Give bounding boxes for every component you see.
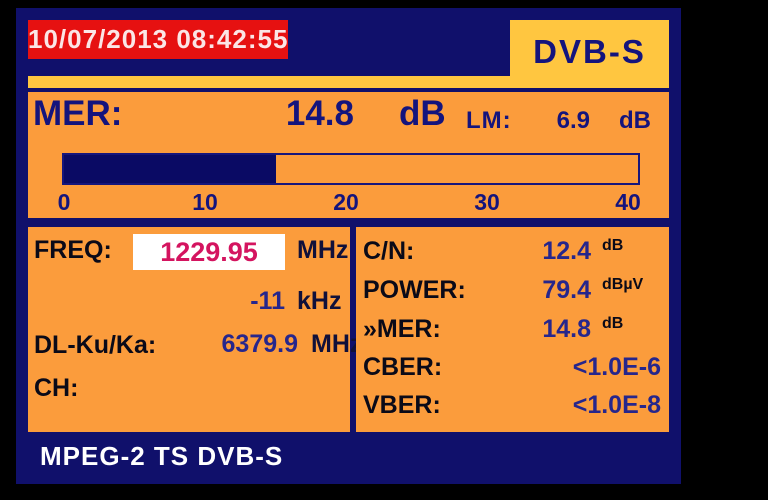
mer-unit: dB (399, 94, 446, 133)
scale-tick-0: 0 (57, 189, 71, 215)
mer-label: MER: (33, 94, 123, 133)
measurement-row-cn: C/N: 12.4 dB (356, 237, 669, 269)
datetime-badge: 10/07/2013 08:42:55 (28, 20, 288, 59)
downlink-unit: MHz (311, 330, 363, 358)
mer-bar-gauge (62, 153, 640, 185)
power-label: POWER: (363, 276, 466, 304)
vber-label: VBER: (363, 391, 441, 419)
mer2-value: 14.8 (542, 315, 591, 343)
mer-bar-fill (64, 155, 277, 183)
frequency-offset-value: -11 (250, 287, 285, 315)
mer2-label: »MER: (363, 315, 441, 343)
frequency-unit: MHz (297, 236, 349, 264)
lm-label: LM: (466, 107, 512, 134)
mer-value: 14.8 (285, 94, 354, 133)
frequency-input[interactable]: 1229.95 (133, 234, 285, 270)
scale-tick-10: 10 (192, 189, 218, 215)
measurements-panel: C/N: 12.4 dB POWER: 79.4 dBµV »MER: 14.8… (356, 227, 669, 432)
lm-value: 6.9 (556, 107, 590, 134)
downlink-value: 6379.9 (221, 330, 298, 358)
cn-value: 12.4 (542, 237, 591, 265)
tuning-panel: FREQ: 1229.95 MHz -11 kHz DL-Ku/Ka: 6379… (28, 227, 362, 432)
stream-status-text: MPEG-2 TS DVB-S (40, 441, 284, 471)
vber-value: <1.0E-8 (572, 391, 661, 419)
channel-label: CH: (34, 374, 79, 402)
measurement-row-mer: »MER: 14.8 dB (356, 315, 669, 347)
downlink-label: DL-Ku/Ka: (34, 331, 157, 359)
mer-panel: MER: 14.8 dB LM: 6.9 dB 0 10 20 30 40 (28, 92, 669, 218)
frequency-label: FREQ: (34, 236, 112, 264)
power-value: 79.4 (542, 276, 591, 304)
frequency-offset-unit: kHz (297, 287, 342, 315)
cn-label: C/N: (363, 237, 415, 265)
display-frame: 10/07/2013 08:42:55 DVB-S MER: 14.8 dB L… (16, 8, 681, 484)
lm-unit: dB (619, 107, 651, 134)
scale-tick-40: 40 (615, 189, 641, 215)
scale-tick-20: 20 (333, 189, 359, 215)
measurement-row-power: POWER: 79.4 dBµV (356, 276, 669, 308)
scale-tick-30: 30 (474, 189, 500, 215)
cber-value: <1.0E-6 (572, 353, 661, 381)
power-unit: dBµV (602, 276, 644, 293)
cn-unit: dB (602, 237, 624, 254)
measurement-row-cber: CBER: <1.0E-6 (356, 353, 669, 385)
mer2-unit: dB (602, 315, 624, 332)
measurement-row-vber: VBER: <1.0E-8 (356, 391, 669, 423)
header-divider-strip (28, 76, 669, 88)
cber-label: CBER: (363, 353, 443, 381)
